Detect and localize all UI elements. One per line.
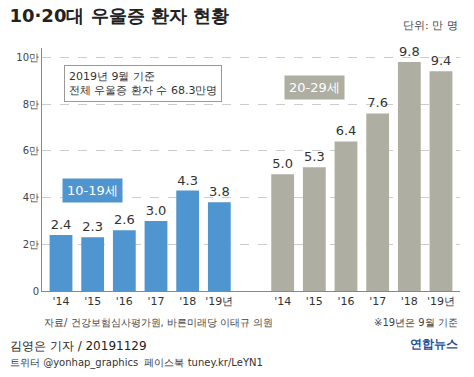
svg-text:10만: 10만: [16, 52, 39, 63]
svg-text:20-29세: 20-29세: [289, 80, 340, 95]
svg-text:7.6: 7.6: [367, 95, 388, 110]
svg-text:김영은 기자 / 20191129: 김영은 기자 / 20191129: [10, 339, 147, 353]
svg-text:'19년: '19년: [427, 295, 455, 308]
svg-text:'17: '17: [369, 295, 386, 308]
svg-text:연합뉴스: 연합뉴스: [410, 337, 458, 351]
svg-text:'16: '16: [116, 295, 133, 308]
svg-text:2.6: 2.6: [114, 212, 135, 227]
svg-text:5.0: 5.0: [272, 156, 293, 171]
svg-text:10·20대 우울증 환자 현황: 10·20대 우울증 환자 현황: [9, 5, 229, 26]
svg-text:6.4: 6.4: [336, 123, 357, 138]
svg-text:10-19세: 10-19세: [67, 183, 118, 198]
svg-text:4.3: 4.3: [177, 173, 198, 188]
svg-text:9.4: 9.4: [431, 53, 452, 68]
svg-text:5.3: 5.3: [304, 149, 325, 164]
svg-text:'14: '14: [52, 295, 69, 308]
svg-text:'16: '16: [337, 295, 354, 308]
svg-text:9.8: 9.8: [399, 44, 420, 59]
svg-text:'18: '18: [401, 295, 418, 308]
svg-text:'15: '15: [84, 295, 101, 308]
svg-text:8만: 8만: [23, 99, 39, 110]
svg-text:'19년: '19년: [205, 295, 233, 308]
svg-text:단위: 만 명: 단위: 만 명: [403, 19, 458, 32]
svg-text:3.0: 3.0: [146, 203, 167, 218]
svg-text:트위터 @yonhap_graphics 페이스북 tun: 트위터 @yonhap_graphics 페이스북 tuney.kr/LeYN1: [10, 357, 263, 369]
svg-text:'14: '14: [274, 295, 291, 308]
svg-text:자료/ 건강보험심사평가원, 바른미래당 이태규 의원: 자료/ 건강보험심사평가원, 바른미래당 이태규 의원: [44, 317, 273, 328]
svg-text:3.8: 3.8: [209, 184, 230, 199]
svg-text:2019년 9월 기준전체 우울증 환자 수 68.3만명: 2019년 9월 기준전체 우울증 환자 수 68.3만명: [69, 70, 217, 97]
svg-text:'17: '17: [147, 295, 164, 308]
svg-text:'15: '15: [306, 295, 323, 308]
svg-text:2만: 2만: [23, 239, 39, 250]
svg-text:※19년은 9월 기준: ※19년은 9월 기준: [374, 317, 458, 328]
svg-text:4만: 4만: [23, 192, 39, 203]
svg-text:0: 0: [33, 286, 39, 297]
svg-text:2.4: 2.4: [51, 217, 72, 232]
svg-text:'18: '18: [179, 295, 196, 308]
svg-text:6만: 6만: [23, 145, 39, 156]
svg-text:2.3: 2.3: [82, 219, 103, 234]
